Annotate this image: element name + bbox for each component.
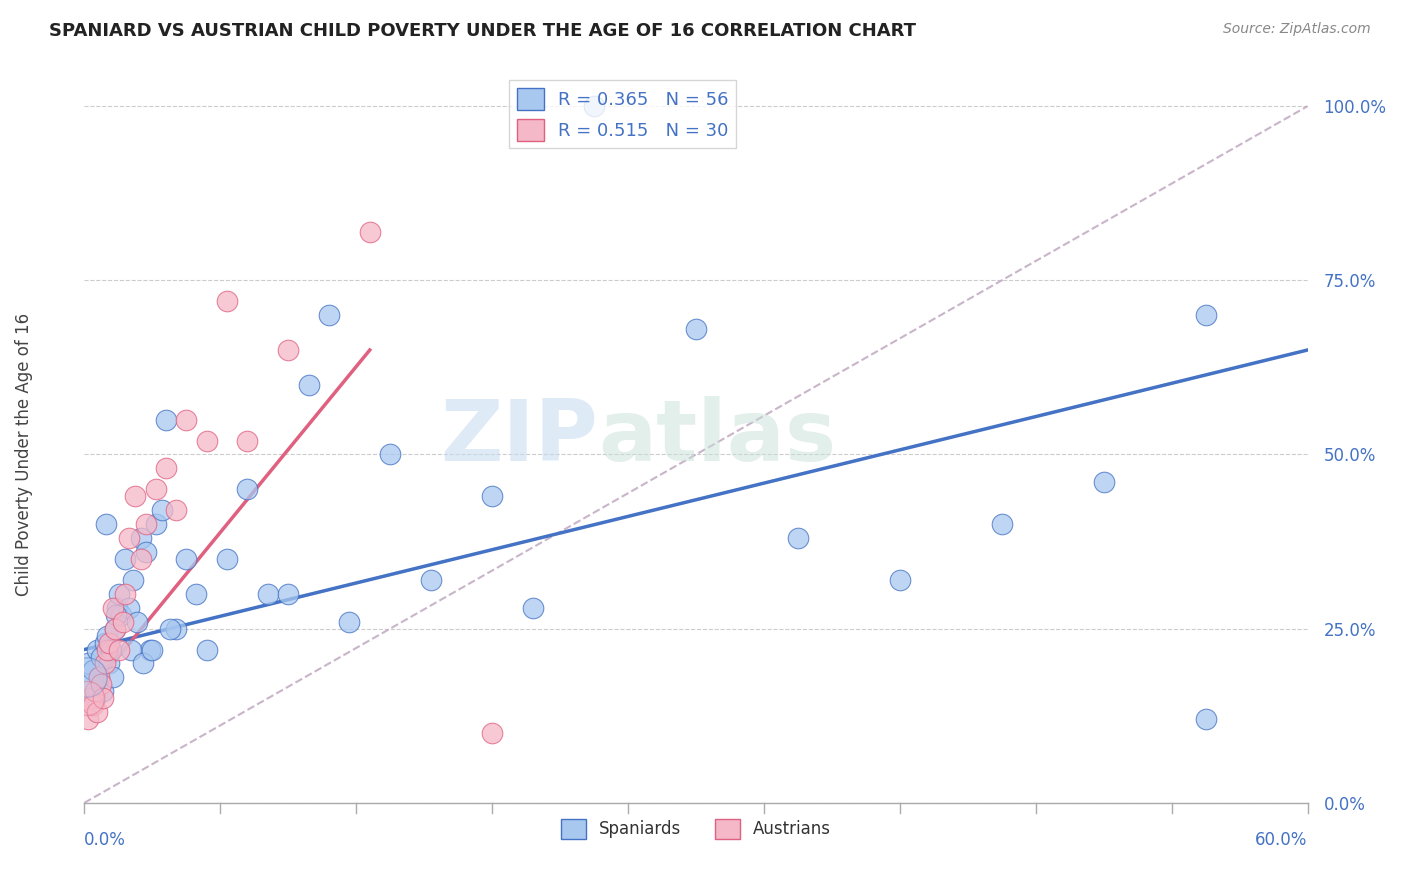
Point bbox=[135, 517, 157, 532]
Point bbox=[118, 600, 141, 615]
Point bbox=[131, 552, 153, 566]
Point bbox=[145, 483, 167, 497]
Point bbox=[97, 635, 120, 649]
Point bbox=[420, 573, 443, 587]
Point bbox=[186, 587, 208, 601]
Point bbox=[94, 517, 117, 532]
Point bbox=[481, 726, 503, 740]
Point bbox=[787, 531, 810, 545]
Point bbox=[277, 587, 299, 601]
Point bbox=[236, 483, 259, 497]
Point bbox=[122, 573, 145, 587]
Point bbox=[481, 489, 503, 503]
Point bbox=[339, 615, 361, 629]
Point bbox=[165, 503, 187, 517]
Point bbox=[76, 670, 98, 684]
Point bbox=[132, 657, 155, 671]
Point bbox=[114, 587, 136, 601]
Point bbox=[96, 629, 118, 643]
Point bbox=[91, 691, 114, 706]
Point bbox=[685, 322, 707, 336]
Point bbox=[86, 705, 108, 719]
Point bbox=[155, 461, 177, 475]
Point bbox=[101, 670, 124, 684]
Point bbox=[138, 642, 160, 657]
Point bbox=[257, 587, 280, 601]
Point bbox=[100, 642, 122, 657]
Text: 60.0%: 60.0% bbox=[1256, 830, 1308, 848]
Point bbox=[93, 635, 115, 649]
Text: Child Poverty Under the Age of 16: Child Poverty Under the Age of 16 bbox=[15, 313, 34, 596]
Point bbox=[108, 587, 131, 601]
Text: Source: ZipAtlas.com: Source: ZipAtlas.com bbox=[1223, 22, 1371, 37]
Point bbox=[298, 377, 321, 392]
Point bbox=[96, 642, 118, 657]
Text: 0.0%: 0.0% bbox=[84, 830, 127, 848]
Point bbox=[127, 615, 149, 629]
Text: atlas: atlas bbox=[598, 395, 837, 479]
Point bbox=[93, 657, 115, 671]
Point bbox=[105, 600, 128, 615]
Point bbox=[77, 657, 100, 671]
Point bbox=[889, 573, 911, 587]
Point bbox=[120, 642, 142, 657]
Point bbox=[195, 434, 218, 448]
Point bbox=[217, 552, 239, 566]
Point bbox=[87, 670, 110, 684]
Point bbox=[108, 642, 131, 657]
Point bbox=[1195, 308, 1218, 322]
Point bbox=[82, 698, 104, 713]
Point bbox=[236, 434, 259, 448]
Point bbox=[380, 448, 402, 462]
Point bbox=[159, 622, 181, 636]
Text: SPANIARD VS AUSTRIAN CHILD POVERTY UNDER THE AGE OF 16 CORRELATION CHART: SPANIARD VS AUSTRIAN CHILD POVERTY UNDER… bbox=[49, 22, 917, 40]
Point bbox=[583, 99, 606, 113]
Point bbox=[991, 517, 1014, 532]
Point bbox=[110, 607, 132, 622]
Text: ZIP: ZIP bbox=[440, 395, 598, 479]
Point bbox=[90, 677, 112, 691]
Point bbox=[155, 412, 177, 426]
Point bbox=[145, 517, 167, 532]
Point bbox=[101, 600, 124, 615]
Point bbox=[195, 642, 218, 657]
Point bbox=[118, 531, 141, 545]
Point bbox=[87, 670, 110, 684]
Point bbox=[318, 308, 340, 322]
Point bbox=[90, 649, 112, 664]
Point bbox=[359, 225, 381, 239]
Point bbox=[86, 642, 108, 657]
Point bbox=[165, 622, 187, 636]
Legend: Spaniards, Austrians: Spaniards, Austrians bbox=[554, 812, 838, 846]
Point bbox=[91, 684, 114, 698]
Point bbox=[104, 622, 127, 636]
Point bbox=[83, 684, 105, 698]
Point bbox=[104, 607, 127, 622]
Point bbox=[131, 531, 153, 545]
Point bbox=[104, 622, 127, 636]
Point bbox=[1092, 475, 1115, 490]
Point bbox=[83, 691, 105, 706]
Point bbox=[522, 600, 544, 615]
Point bbox=[141, 642, 163, 657]
Point bbox=[135, 545, 157, 559]
Point bbox=[150, 503, 173, 517]
Point bbox=[82, 664, 104, 678]
Point bbox=[97, 657, 120, 671]
Point bbox=[124, 489, 146, 503]
Point bbox=[77, 712, 100, 726]
Point bbox=[277, 343, 299, 357]
Point bbox=[114, 552, 136, 566]
Point bbox=[76, 691, 98, 706]
Point bbox=[112, 615, 135, 629]
Point bbox=[79, 677, 101, 691]
Point bbox=[217, 294, 239, 309]
Point bbox=[1195, 712, 1218, 726]
Point bbox=[79, 691, 101, 706]
Point bbox=[174, 412, 197, 426]
Point bbox=[174, 552, 197, 566]
